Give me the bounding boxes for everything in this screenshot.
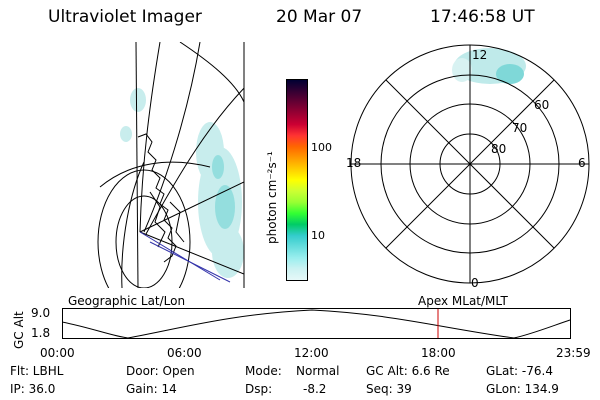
time-label: 17:46:58 UT	[430, 7, 535, 27]
dsp-value: -8.2	[303, 382, 327, 396]
filter-status: Flt: LBHL	[10, 364, 64, 378]
color-scale-bar	[286, 79, 308, 281]
glon-status: GLon: 134.9	[486, 382, 559, 396]
door-status: Door: Open	[126, 364, 195, 378]
x-tick-1800: 18:00	[421, 346, 456, 360]
altitude-curve	[62, 309, 571, 339]
colorbar-tick-100: 100	[311, 141, 332, 154]
y-tick-9: 9.0	[31, 306, 51, 320]
coastline	[137, 133, 177, 263]
polar-label-0: 0	[471, 276, 479, 290]
mode-label: Mode:	[245, 364, 282, 378]
polar-label-18: 18	[346, 156, 361, 170]
glat-status: GLat: -76.4	[486, 364, 553, 378]
dsp-label: Dsp:	[245, 382, 273, 396]
colorbar-tick-10: 10	[311, 229, 325, 242]
altitude-timeline	[62, 308, 571, 339]
polar-label-12: 12	[472, 48, 487, 62]
polar-label-6: 6	[578, 156, 586, 170]
gain-status: Gain: 14	[126, 382, 177, 396]
date-label: 20 Mar 07	[276, 7, 363, 27]
geographic-map	[97, 42, 245, 288]
apex-mlat-mlt-label: Apex MLat/MLT	[418, 294, 508, 308]
ring-label-60: 60	[534, 98, 549, 112]
gc-alt-status: GC Alt: 6.6 Re	[366, 364, 450, 378]
colorbar-unit-label: photon cm⁻²s⁻¹	[265, 151, 279, 244]
x-tick-1200: 12:00	[294, 346, 329, 360]
mode-value: Normal	[296, 364, 340, 378]
gc-alt-axis-title: GC Alt	[12, 311, 26, 349]
x-tick-0600: 06:00	[167, 346, 202, 360]
seq-status: Seq: 39	[366, 382, 412, 396]
ip-status: IP: 36.0	[10, 382, 56, 396]
ring-label-70: 70	[512, 121, 527, 135]
geo-lat-lon-label: Geographic Lat/Lon	[68, 294, 186, 308]
x-tick-2359: 23:59	[556, 346, 591, 360]
instrument-title: Ultraviolet Imager	[48, 7, 202, 27]
ring-label-80: 80	[491, 142, 506, 156]
x-tick-0000: 00:00	[40, 346, 75, 360]
y-tick-1-8: 1.8	[31, 326, 51, 340]
polar-plot: 12 0 18 6 60 70 80	[346, 44, 590, 290]
